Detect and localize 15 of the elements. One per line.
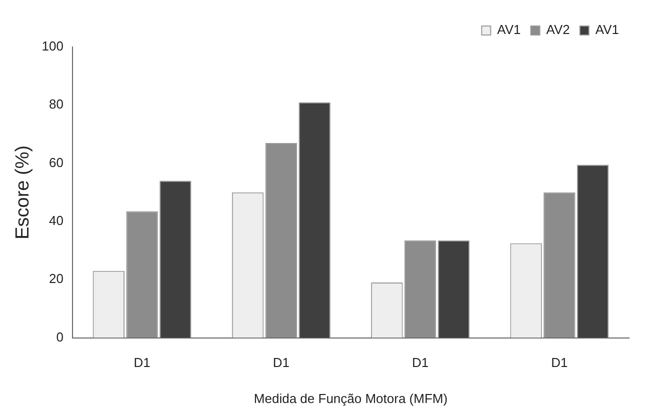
x-tick-label: D1 (412, 355, 429, 370)
y-tick-label: 60 (49, 154, 64, 170)
x-tick-label: D1 (272, 355, 290, 370)
y-tick-label: 0 (56, 329, 64, 344)
y-tick-label: 100 (42, 38, 64, 54)
y-axis-title: Escore (%) (12, 145, 34, 240)
legend-label: AV1 (497, 22, 521, 38)
x-axis-title: Medida de Função Motora (MFM) (254, 390, 448, 406)
legend-label: AV2 (546, 22, 570, 38)
legend-label: AV1 (595, 22, 619, 38)
y-tick-label: 20 (49, 271, 64, 286)
x-tick-label: D1 (134, 355, 150, 370)
y-tick-label: 80 (49, 96, 64, 112)
x-tick-label: D1 (551, 355, 568, 370)
y-tick-label: 40 (49, 213, 64, 228)
